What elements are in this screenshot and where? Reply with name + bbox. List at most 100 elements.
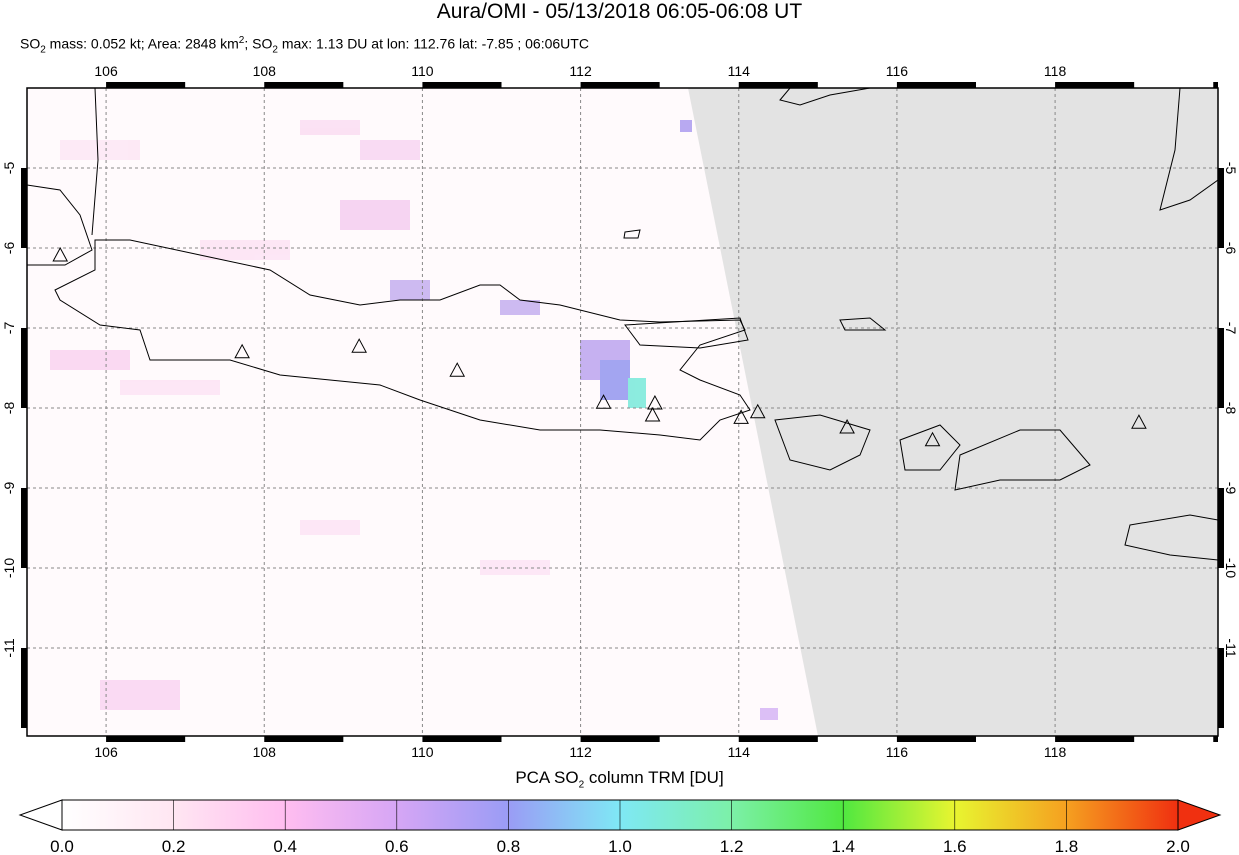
y-tick-label: -7 bbox=[1, 322, 17, 335]
script-text: 2 bbox=[272, 44, 278, 56]
colorbar-label: PCA SO2 column TRM [DU] bbox=[0, 768, 1239, 790]
frame-stripe bbox=[580, 82, 660, 88]
frame-stripe bbox=[21, 648, 27, 728]
x-tick-label: 116 bbox=[886, 63, 909, 79]
colorbar-tick-label: 0.6 bbox=[385, 837, 409, 855]
y-tick-label: -7 bbox=[1223, 322, 1239, 335]
x-tick-label: 116 bbox=[886, 744, 909, 760]
volcano bbox=[839, 418, 855, 434]
frame-stripe bbox=[580, 736, 660, 742]
y-tick-label: -8 bbox=[1223, 402, 1239, 415]
x-tick-label: 108 bbox=[253, 63, 277, 79]
y-tick-label: -11 bbox=[1223, 638, 1239, 657]
colorbar-tick-label: 1.0 bbox=[608, 837, 632, 855]
no-data-region bbox=[688, 88, 1218, 736]
text-part: max: 1.13 DU at lon: 112.76 lat: -7.85 ;… bbox=[277, 35, 589, 52]
frame-stripe bbox=[21, 328, 27, 408]
x-tick-label: 118 bbox=[1044, 63, 1067, 79]
volcano bbox=[351, 338, 367, 353]
y-tick-label: -9 bbox=[1, 482, 17, 495]
volcano bbox=[234, 343, 250, 359]
frame-stripe bbox=[106, 736, 186, 742]
map-area bbox=[27, 88, 1218, 736]
x-tick-label: 114 bbox=[728, 63, 751, 79]
x-tick-label: 110 bbox=[411, 63, 434, 79]
colorbar-tick-label: 0.8 bbox=[497, 837, 521, 855]
script-text: 2 bbox=[40, 44, 46, 56]
x-tick-label: 106 bbox=[94, 744, 118, 760]
script-text: 2 bbox=[578, 779, 585, 791]
colorbar-tick-label: 1.8 bbox=[1055, 837, 1079, 855]
frame-stripe bbox=[1218, 648, 1224, 728]
volcanoes bbox=[52, 246, 1147, 447]
text-part: ; SO bbox=[244, 35, 273, 52]
coastlines bbox=[27, 88, 1218, 561]
text-part: mass: 0.052 kt; Area: 2848 km bbox=[45, 35, 239, 52]
colorbar-low-arrow bbox=[18, 799, 63, 831]
frame-stripe bbox=[738, 82, 818, 88]
y-tick-label: -10 bbox=[1, 558, 17, 578]
title: Aura/OMI - 05/13/2018 06:05-06:08 UT bbox=[436, 0, 803, 23]
volcano bbox=[733, 409, 749, 424]
y-tick-label: -8 bbox=[1, 402, 17, 415]
x-tick-label: 108 bbox=[253, 744, 277, 760]
colorbar-tick-label: 0.2 bbox=[162, 837, 186, 855]
frame-stripe bbox=[896, 82, 977, 88]
x-tick-label: 114 bbox=[728, 744, 751, 760]
volcano bbox=[595, 394, 612, 409]
colorbar-tick-label: 1.2 bbox=[720, 837, 744, 855]
y-tick-label: -11 bbox=[1, 638, 17, 657]
text-part: PCA SO bbox=[515, 768, 579, 787]
volcano bbox=[52, 246, 69, 262]
volcano bbox=[1131, 414, 1147, 429]
volcano bbox=[647, 394, 663, 410]
frame-stripe bbox=[1055, 736, 1135, 742]
x-tick-label: 112 bbox=[569, 63, 592, 79]
frame-stripe bbox=[106, 82, 186, 88]
frame-stripe bbox=[1213, 82, 1218, 88]
colorbar-tick-label: 2.0 bbox=[1166, 837, 1190, 855]
frame-stripe bbox=[264, 736, 344, 742]
volcano bbox=[644, 406, 661, 422]
subtitle: SO2 mass: 0.052 kt; Area: 2848 km2; SO2 … bbox=[20, 35, 589, 55]
text-part: SO bbox=[20, 35, 41, 52]
colorbar-tick-label: 0.0 bbox=[50, 837, 74, 855]
grid bbox=[27, 88, 1218, 736]
y-tick-label: -5 bbox=[1223, 162, 1239, 175]
volcano bbox=[749, 403, 766, 419]
x-tick-label: 118 bbox=[1044, 744, 1067, 760]
y-tick-label: -10 bbox=[1223, 558, 1239, 578]
frame-stripe bbox=[896, 736, 977, 742]
frame-stripe bbox=[1218, 168, 1224, 248]
text-part: column TRM [DU] bbox=[584, 768, 724, 787]
colorbar-tick-label: 1.6 bbox=[943, 837, 967, 855]
y-tick-label: -6 bbox=[1223, 242, 1239, 255]
volcano bbox=[449, 362, 466, 377]
frame-stripe bbox=[1218, 488, 1224, 568]
y-tick-label: -5 bbox=[1, 162, 17, 175]
script-text: 2 bbox=[238, 35, 245, 46]
frame-stripe bbox=[1218, 328, 1224, 408]
frame-stripe bbox=[1055, 82, 1135, 88]
colorbar-high-arrow bbox=[1177, 799, 1222, 831]
frame-stripe bbox=[21, 488, 27, 568]
y-tick-label: -6 bbox=[1, 242, 17, 255]
frame-stripe bbox=[738, 736, 818, 742]
frame-stripe bbox=[422, 736, 502, 742]
frame-stripes bbox=[21, 82, 1224, 742]
x-tick-label: 106 bbox=[94, 63, 118, 79]
colorbar-tick-label: 1.4 bbox=[831, 837, 855, 855]
colorbar-ticks: 0.0 0.2 0.4 0.6 0.8 1.0 1.2 1.4 1.6 1.8 2.0 bbox=[50, 800, 1190, 855]
y-tick-label: -9 bbox=[1223, 482, 1239, 495]
colorbar-tick-label: 0.4 bbox=[273, 837, 297, 855]
volcano bbox=[924, 431, 941, 447]
frame-stripe bbox=[264, 82, 344, 88]
x-tick-label: 112 bbox=[569, 744, 592, 760]
frame-stripe bbox=[21, 168, 27, 248]
ticks: 106 106 108 108 110 110 112 112 114 114 116 116 118 1… bbox=[1, 63, 1239, 760]
x-tick-label: 110 bbox=[411, 744, 434, 760]
so2-pixels bbox=[50, 120, 778, 720]
frame-stripe bbox=[1213, 736, 1218, 742]
